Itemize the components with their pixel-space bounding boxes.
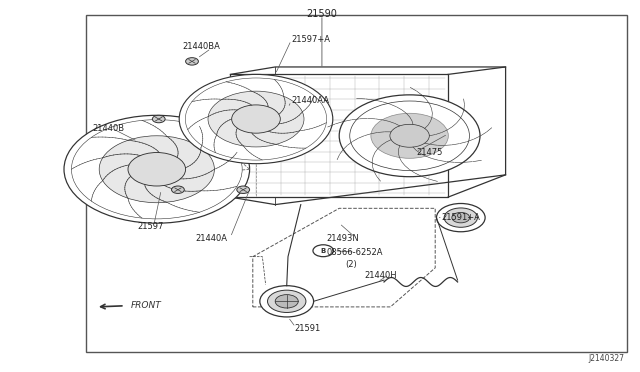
Text: 21597: 21597: [138, 222, 164, 231]
Text: 21597+A: 21597+A: [291, 35, 330, 44]
Text: 21475: 21475: [416, 148, 442, 157]
Text: 21440H: 21440H: [365, 271, 397, 280]
Ellipse shape: [128, 153, 186, 186]
Circle shape: [152, 115, 165, 123]
Ellipse shape: [232, 105, 280, 133]
Ellipse shape: [99, 136, 214, 203]
Ellipse shape: [371, 113, 449, 158]
Circle shape: [237, 186, 250, 193]
Circle shape: [260, 286, 314, 317]
Ellipse shape: [339, 95, 480, 177]
Ellipse shape: [179, 74, 333, 164]
Circle shape: [172, 186, 184, 193]
Text: 21590: 21590: [307, 9, 337, 19]
Circle shape: [452, 212, 470, 223]
Text: FRONT: FRONT: [131, 301, 162, 310]
Ellipse shape: [390, 124, 429, 147]
Circle shape: [313, 245, 333, 257]
Text: 08566-6252A: 08566-6252A: [326, 248, 383, 257]
Circle shape: [444, 208, 477, 227]
Text: 21493N: 21493N: [326, 234, 359, 243]
Text: 21440A: 21440A: [195, 234, 227, 243]
Circle shape: [186, 58, 198, 65]
Text: 21440AA: 21440AA: [291, 96, 329, 105]
Ellipse shape: [72, 120, 242, 219]
Bar: [86, 15, 627, 352]
Ellipse shape: [208, 91, 304, 147]
Circle shape: [268, 290, 306, 312]
Ellipse shape: [186, 78, 326, 160]
Circle shape: [275, 295, 298, 308]
Text: 21440BA: 21440BA: [182, 42, 220, 51]
Text: 21591+A: 21591+A: [442, 213, 481, 222]
Text: B: B: [321, 248, 326, 254]
Ellipse shape: [64, 115, 250, 223]
Text: 21591: 21591: [294, 324, 321, 333]
Text: J2140327: J2140327: [588, 354, 624, 363]
Ellipse shape: [349, 101, 470, 170]
Text: 21440B: 21440B: [93, 124, 125, 133]
Circle shape: [436, 203, 485, 232]
Text: (2): (2): [346, 260, 357, 269]
